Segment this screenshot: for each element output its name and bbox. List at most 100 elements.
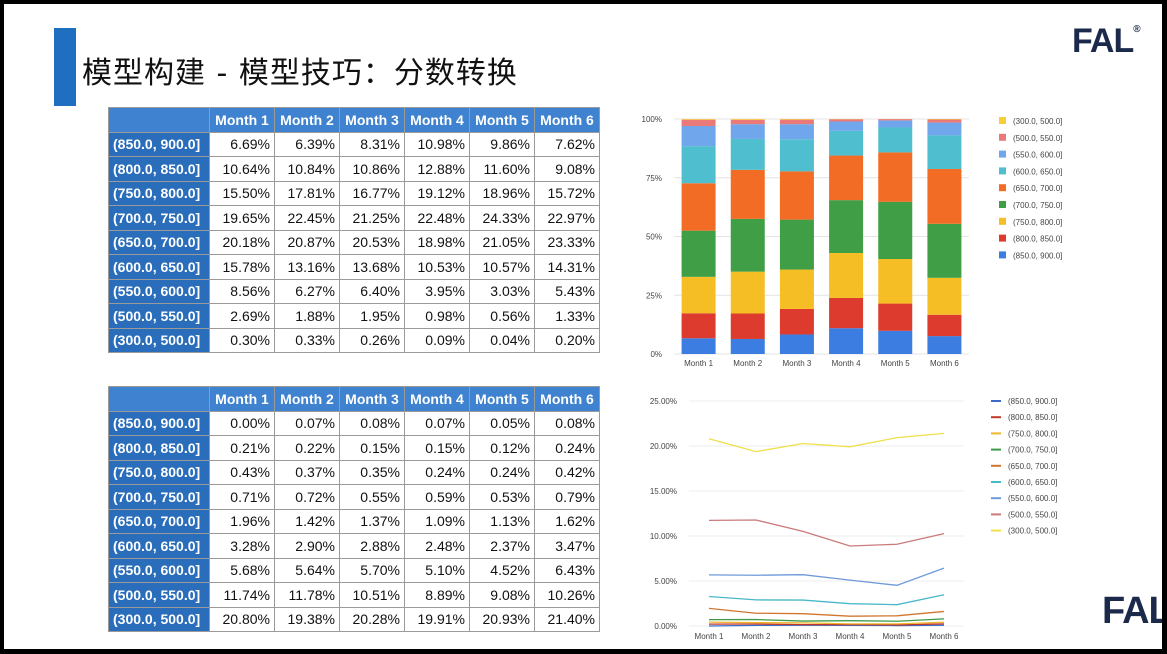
table-cell: 0.21% bbox=[209, 435, 275, 461]
table-cell: 18.96% bbox=[469, 180, 535, 206]
legend-label: (850.0, 900.0] bbox=[1008, 397, 1057, 406]
legend-label: (500.0, 550.0] bbox=[1008, 510, 1057, 519]
table-row: (700.0, 750.0] 0.71% 0.72% 0.55% 0.59% 0.53% 0… bbox=[108, 484, 600, 510]
series-line bbox=[708, 607, 945, 617]
table-cell: 0.26% bbox=[339, 327, 405, 353]
table-cell: 20.53% bbox=[339, 229, 405, 255]
legend-label: (700.0, 750.0] bbox=[1013, 201, 1062, 210]
table-cell: 20.80% bbox=[209, 606, 275, 632]
bar-segment bbox=[878, 303, 913, 331]
bar-segment bbox=[829, 200, 864, 253]
series-line bbox=[708, 594, 945, 606]
bar-segment bbox=[878, 127, 913, 153]
table-row: (750.0, 800.0] 0.43% 0.37% 0.35% 0.24% 0.24% 0… bbox=[108, 459, 600, 485]
bar-segment bbox=[878, 119, 913, 121]
y-tick-label: 15.00% bbox=[650, 487, 677, 496]
bar-segment bbox=[927, 223, 962, 278]
table-cell: 0.12% bbox=[469, 435, 535, 461]
x-tick-label: Month 6 bbox=[930, 359, 959, 368]
series-line bbox=[708, 618, 945, 622]
column-header: Month 4 bbox=[404, 107, 470, 133]
table-cell: 7.62% bbox=[534, 131, 600, 157]
table-cell: 8.56% bbox=[209, 278, 275, 304]
table-cell: 15.50% bbox=[209, 180, 275, 206]
x-tick-label: Month 5 bbox=[881, 359, 910, 368]
table-row: (600.0, 650.0] 15.78% 13.16% 13.68% 10.53% 10… bbox=[108, 254, 600, 280]
slide-title: 模型构建 - 模型技巧：分数转换 bbox=[82, 56, 518, 91]
y-tick-label: 5.00% bbox=[654, 577, 677, 586]
table-cell: 0.43% bbox=[209, 459, 275, 485]
legend-label: (550.0, 600.0] bbox=[1013, 151, 1062, 160]
legend-swatch bbox=[999, 234, 1006, 242]
row-header: (650.0, 700.0] bbox=[108, 508, 210, 534]
row-header: (550.0, 600.0] bbox=[108, 557, 210, 583]
bar-segment bbox=[730, 218, 765, 272]
table-cell: 0.09% bbox=[404, 327, 470, 353]
bar-segment bbox=[681, 119, 716, 120]
y-tick-label: 25% bbox=[646, 291, 662, 300]
table-cell: 8.89% bbox=[404, 582, 470, 608]
cumulative-table: Month 1 Month 2 Month 3 Month 4 Month 5 Month… bbox=[108, 386, 600, 632]
bar-segment bbox=[681, 313, 716, 339]
table-cell: 5.64% bbox=[274, 557, 340, 583]
bar-segment bbox=[927, 277, 962, 315]
table-cell: 23.33% bbox=[534, 229, 600, 255]
bar-segment bbox=[681, 276, 716, 314]
x-tick-label: Month 1 bbox=[684, 359, 713, 368]
table-cell: 0.72% bbox=[274, 484, 340, 510]
table-cell: 13.68% bbox=[339, 254, 405, 280]
table-cell: 1.95% bbox=[339, 303, 405, 329]
table-cell: 8.31% bbox=[339, 131, 405, 157]
row-header: (850.0, 900.0] bbox=[108, 131, 210, 157]
bar-segment bbox=[730, 138, 765, 170]
bar-segment bbox=[730, 124, 765, 139]
series-line bbox=[708, 623, 945, 626]
legend-label: (500.0, 550.0] bbox=[1013, 134, 1062, 143]
series-line bbox=[708, 621, 945, 625]
bar-segment bbox=[779, 139, 814, 172]
legend-swatch bbox=[999, 133, 1006, 141]
table-cell: 2.69% bbox=[209, 303, 275, 329]
table-cell: 0.24% bbox=[469, 459, 535, 485]
row-header: (800.0, 850.0] bbox=[108, 156, 210, 182]
series-line bbox=[708, 432, 945, 453]
column-header: Month 2 bbox=[274, 386, 340, 412]
column-header: Month 3 bbox=[339, 107, 405, 133]
table-cell: 3.47% bbox=[534, 533, 600, 559]
legend-label: (650.0, 700.0] bbox=[1008, 462, 1057, 471]
table-cell: 1.62% bbox=[534, 508, 600, 534]
registered-mark: ® bbox=[1133, 24, 1140, 35]
table-cell: 0.37% bbox=[274, 459, 340, 485]
table-row: (500.0, 550.0] 11.74% 11.78% 10.51% 8.89% 9.0… bbox=[108, 582, 600, 608]
legend-swatch bbox=[999, 201, 1006, 208]
column-header: Month 6 bbox=[534, 386, 600, 412]
table-cell: 0.53% bbox=[469, 484, 535, 510]
table-cell: 0.05% bbox=[469, 410, 535, 436]
table-cell: 6.40% bbox=[339, 278, 405, 304]
bar-segment bbox=[730, 313, 765, 339]
table-cell: 0.24% bbox=[404, 459, 470, 485]
bar-segment bbox=[829, 297, 864, 329]
row-header: (800.0, 850.0] bbox=[108, 435, 210, 461]
legend-label: (650.0, 700.0] bbox=[1013, 184, 1062, 193]
table-cell: 21.05% bbox=[469, 229, 535, 255]
column-header: Month 4 bbox=[404, 386, 470, 412]
table-cell: 10.84% bbox=[274, 156, 340, 182]
stacked-bar-chart: 0% 25% 50% 75% 100% Month 1 Month 2 Month 3 Mont… bbox=[642, 115, 1063, 368]
row-header: (550.0, 600.0] bbox=[108, 278, 210, 304]
legend-label: (700.0, 750.0] bbox=[1008, 446, 1057, 455]
bar-segment bbox=[681, 126, 716, 147]
x-tick-label: Month 4 bbox=[836, 632, 865, 641]
bar-segment bbox=[829, 252, 864, 298]
table-cell: 0.20% bbox=[534, 327, 600, 353]
logo-text: FAL bbox=[1072, 22, 1134, 60]
table-header-row: Month 1 Month 2 Month 3 Month 4 Month 5 Month… bbox=[108, 386, 600, 412]
bar-segment bbox=[730, 119, 765, 125]
column-header: Month 6 bbox=[534, 107, 600, 133]
bar-segment bbox=[878, 259, 913, 304]
row-header: (300.0, 500.0] bbox=[108, 606, 210, 632]
table-cell: 0.07% bbox=[274, 410, 340, 436]
table-cell: 3.28% bbox=[209, 533, 275, 559]
x-tick-label: Month 2 bbox=[733, 359, 762, 368]
row-header: (500.0, 550.0] bbox=[108, 303, 210, 329]
